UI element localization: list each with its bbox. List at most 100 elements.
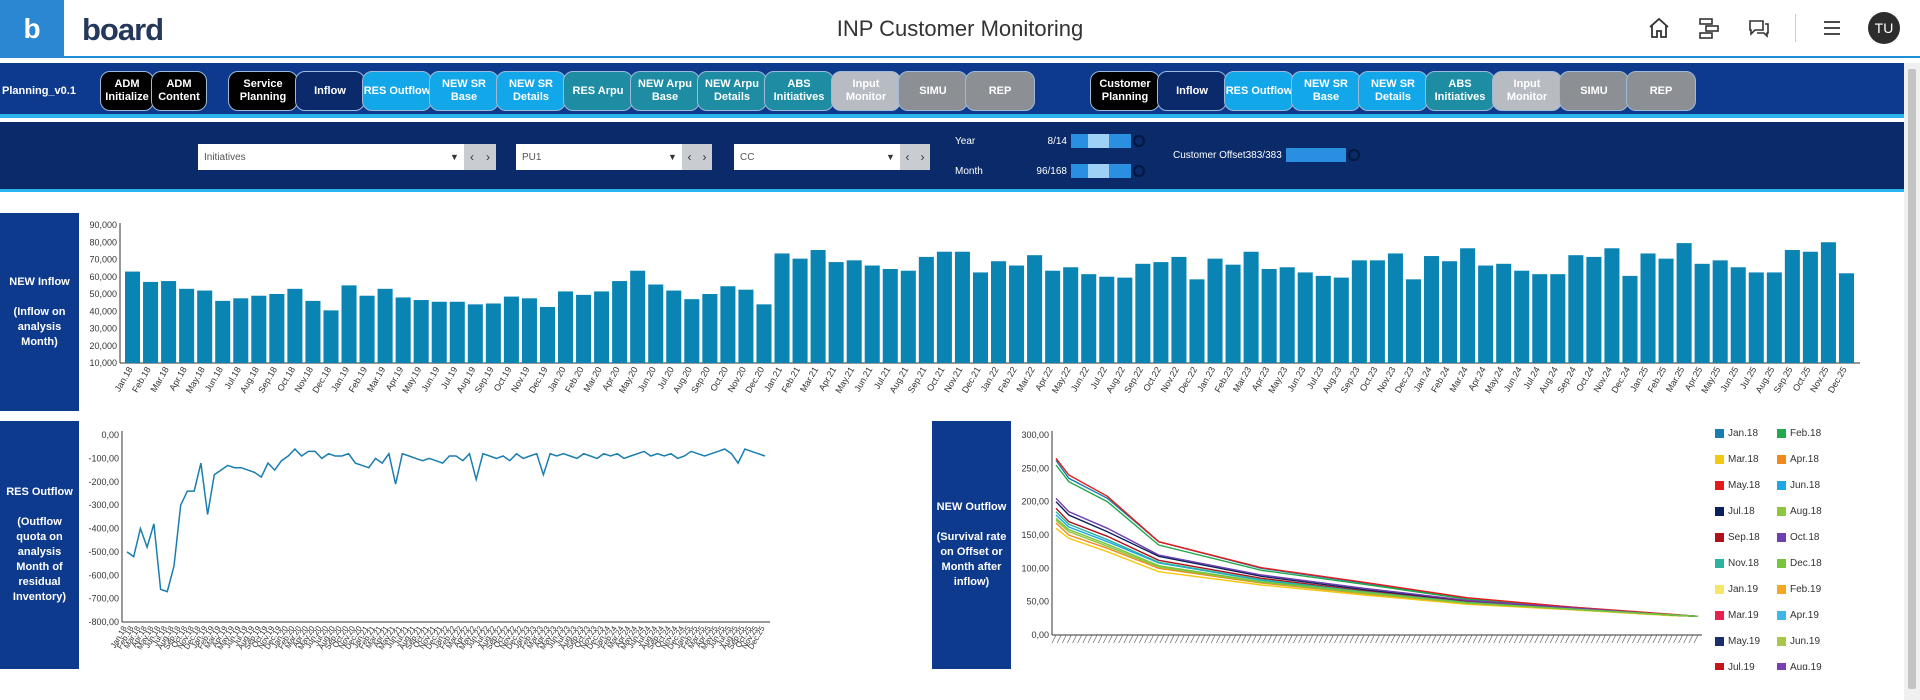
x-tick-mark bbox=[1072, 634, 1077, 644]
legend-swatch bbox=[1777, 481, 1786, 490]
bar bbox=[792, 258, 808, 363]
nav-simu[interactable]: SIMU bbox=[898, 71, 968, 111]
legend-item[interactable]: May.19 bbox=[1715, 636, 1760, 647]
nav-service-planning[interactable]: Service Planning bbox=[228, 71, 298, 111]
nav-abs-initiatives[interactable]: ABS Initiatives bbox=[764, 71, 834, 111]
bar bbox=[1081, 274, 1097, 363]
nav-bar: Planning_v0.1 ADM Initialize ADM Content… bbox=[0, 63, 1904, 118]
nav-adm-content[interactable]: ADM Content bbox=[151, 71, 207, 111]
nav-customer-planning[interactable]: Customer Planning bbox=[1090, 71, 1160, 111]
x-tick-mark bbox=[1626, 634, 1632, 644]
y-tick-label: -100,00 bbox=[88, 453, 119, 463]
legend-item[interactable]: Jan.18 bbox=[1715, 428, 1758, 439]
home-icon[interactable] bbox=[1645, 14, 1673, 42]
x-tick-mark bbox=[1637, 634, 1642, 644]
x-tick-mark bbox=[1221, 634, 1226, 644]
hierarchy-icon[interactable] bbox=[1695, 14, 1723, 42]
chevron-down-icon[interactable]: ▼ bbox=[886, 152, 895, 162]
comments-icon[interactable] bbox=[1745, 14, 1773, 42]
user-avatar[interactable]: TU bbox=[1868, 12, 1900, 44]
chevron-right-icon[interactable]: › bbox=[920, 150, 925, 164]
refresh-icon[interactable] bbox=[1133, 135, 1145, 147]
chevron-left-icon[interactable]: ‹ bbox=[905, 150, 910, 164]
nav-customer-simu[interactable]: SIMU bbox=[1559, 71, 1629, 111]
legend-item[interactable]: May.18 bbox=[1715, 480, 1760, 491]
legend-item[interactable]: Mar.19 bbox=[1715, 610, 1759, 621]
legend-item[interactable]: Jul.18 bbox=[1715, 506, 1755, 517]
legend-swatch bbox=[1777, 559, 1786, 568]
dropdown-stepper[interactable]: ‹ › bbox=[900, 144, 930, 170]
bar bbox=[666, 290, 682, 363]
y-tick-label: 300,00 bbox=[1021, 430, 1049, 440]
dropdown-pu[interactable]: PU1 ▼ ‹ › bbox=[516, 144, 712, 170]
y-tick-label: 10,000 bbox=[89, 358, 117, 368]
nav-customer-new-sr-details[interactable]: NEW SR Details bbox=[1358, 71, 1428, 111]
x-tick-mark bbox=[1190, 634, 1195, 644]
scrollbar-thumb[interactable] bbox=[1908, 69, 1916, 689]
nav-inflow[interactable]: Inflow bbox=[295, 71, 365, 111]
nav-customer-abs-initiatives[interactable]: ABS Initiatives bbox=[1425, 71, 1495, 111]
legend-item[interactable]: Apr.19 bbox=[1777, 610, 1819, 621]
x-tick-mark bbox=[1688, 634, 1694, 644]
x-tick-mark bbox=[1087, 634, 1093, 644]
x-tick-mark bbox=[1570, 634, 1576, 644]
nav-new-sr-details[interactable]: NEW SR Details bbox=[496, 71, 566, 111]
legend-item[interactable]: Feb.18 bbox=[1777, 428, 1821, 439]
refresh-icon[interactable] bbox=[1347, 149, 1360, 161]
legend-item[interactable]: Aug.18 bbox=[1777, 506, 1822, 517]
customer-offset-slider[interactable] bbox=[1285, 148, 1346, 162]
app-logo[interactable]: b bbox=[0, 0, 64, 58]
chevron-down-icon[interactable]: ▼ bbox=[450, 152, 459, 162]
chevron-right-icon[interactable]: › bbox=[486, 150, 490, 164]
dropdown-initiatives[interactable]: Initiatives ▼ ‹ › bbox=[198, 144, 496, 170]
legend-item[interactable]: Mar.18 bbox=[1715, 454, 1759, 465]
bar bbox=[936, 251, 952, 363]
vertical-scrollbar[interactable] bbox=[1904, 63, 1920, 700]
nav-customer-res-outflow[interactable]: RES Outflow bbox=[1224, 71, 1294, 111]
legend-item[interactable]: Nov.18 bbox=[1715, 558, 1759, 569]
legend-item[interactable]: Apr.18 bbox=[1777, 454, 1819, 465]
nav-new-arpu-base[interactable]: NEW Arpu Base bbox=[630, 71, 700, 111]
dropdown-stepper[interactable]: ‹ › bbox=[682, 144, 712, 170]
legend-item[interactable]: Jun.18 bbox=[1777, 480, 1820, 491]
nav-adm-initialize[interactable]: ADM Initialize bbox=[100, 71, 154, 111]
dropdown-stepper[interactable]: ‹ › bbox=[464, 144, 496, 170]
x-tick-mark bbox=[1524, 634, 1529, 644]
bar bbox=[1351, 260, 1367, 363]
legend-item[interactable]: Jun.19 bbox=[1777, 636, 1820, 647]
legend-item[interactable]: Dec.18 bbox=[1777, 558, 1822, 569]
legend-item[interactable]: Oct.18 bbox=[1777, 532, 1819, 543]
nav-customer-rep[interactable]: REP bbox=[1626, 71, 1696, 111]
nav-customer-input-monitor[interactable]: Input Monitor bbox=[1492, 71, 1562, 111]
month-slider[interactable] bbox=[1071, 164, 1131, 178]
legend-item[interactable]: Jan.19 bbox=[1715, 584, 1758, 595]
nav-rep[interactable]: REP bbox=[965, 71, 1035, 111]
x-tick-mark bbox=[1246, 634, 1252, 644]
chevron-down-icon[interactable]: ▼ bbox=[668, 152, 677, 162]
chevron-left-icon[interactable]: ‹ bbox=[470, 150, 474, 164]
year-slider[interactable] bbox=[1071, 134, 1131, 148]
legend-item[interactable]: Aug.19 bbox=[1777, 662, 1822, 670]
refresh-icon[interactable] bbox=[1133, 165, 1145, 177]
legend-item[interactable]: Feb.19 bbox=[1777, 584, 1821, 595]
y-tick-label: -300,00 bbox=[88, 500, 119, 510]
x-tick-mark bbox=[1544, 634, 1550, 644]
nav-input-monitor[interactable]: Input Monitor bbox=[831, 71, 901, 111]
x-tick-mark bbox=[1118, 634, 1124, 644]
menu-icon[interactable] bbox=[1818, 14, 1846, 42]
nav-customer-inflow[interactable]: Inflow bbox=[1157, 71, 1227, 111]
chevron-right-icon[interactable]: › bbox=[702, 150, 707, 164]
res-outflow-label-text: RES Outflow (Outflow quota on analysis M… bbox=[6, 486, 73, 603]
nav-customer-new-sr-base[interactable]: NEW SR Base bbox=[1291, 71, 1361, 111]
dropdown-cc[interactable]: CC ▼ ‹ › bbox=[734, 144, 930, 170]
nav-res-outflow[interactable]: RES Outflow bbox=[362, 71, 432, 111]
legend-item[interactable]: Jul.19 bbox=[1715, 662, 1755, 670]
chevron-left-icon[interactable]: ‹ bbox=[687, 150, 692, 164]
nav-new-sr-base[interactable]: NEW SR Base bbox=[429, 71, 499, 111]
nav-new-arpu-details[interactable]: NEW Arpu Details bbox=[697, 71, 767, 111]
new-outflow-chart: 0,00 50,00 100,00 150,00 200,00 250,00 300,00 bbox=[1021, 430, 1702, 644]
dropdown-value: Initiatives bbox=[204, 151, 246, 163]
x-tick-mark bbox=[1287, 634, 1293, 644]
nav-res-arpu[interactable]: RES Arpu bbox=[563, 71, 633, 111]
legend-item[interactable]: Sep.18 bbox=[1715, 532, 1760, 543]
